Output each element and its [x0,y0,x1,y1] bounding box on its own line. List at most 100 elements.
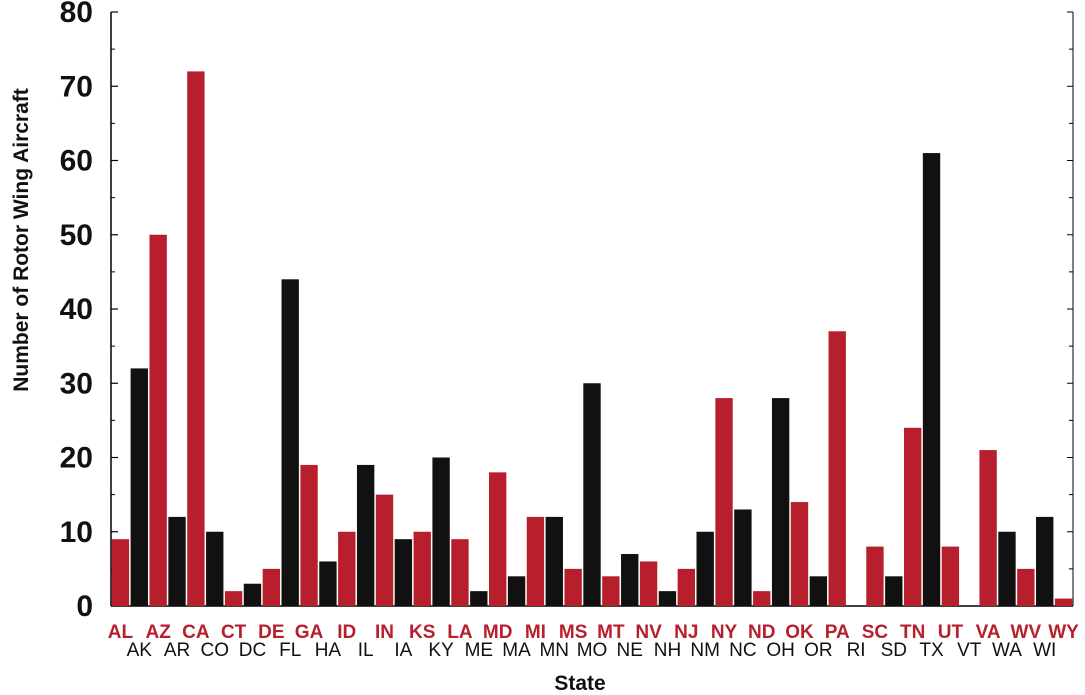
x-tick-label-ne: NE [617,640,643,661]
bar-ne [621,554,639,606]
bar-dc [243,583,262,606]
bar-ia [394,539,413,606]
x-tick-label-mn: MN [539,640,569,661]
bar-pa [828,331,846,606]
bar-ks [413,531,431,606]
bar-sd [885,576,903,606]
bar-la [451,539,469,606]
bar-al [111,539,130,606]
x-tick-label-ok: OK [785,622,814,643]
bar-wi [1036,516,1054,606]
x-tick-label-il: IL [358,640,374,661]
bar-wa [998,531,1016,606]
bar-nh [658,591,677,606]
x-tick-label-dc: DC [239,640,266,661]
x-tick-label-sd: SD [881,640,907,661]
bar-fl [281,279,299,606]
bar-tx [922,153,941,606]
x-tick-label-ma: MA [502,640,531,661]
bar-mt [602,576,620,606]
bar-mo [583,383,601,606]
x-tick-label-sc: SC [862,622,889,643]
x-tick-label-ca: CA [182,622,210,643]
x-tick-label-ct: CT [221,622,247,643]
bar-va [979,450,997,606]
x-tick-label-pa: PA [825,622,850,643]
y-tick-label: 0 [76,590,93,623]
x-tick-label-ha: HA [315,640,342,661]
x-tick-label-tx: TX [919,640,944,661]
x-axis-title: State [554,672,605,695]
bar-ga [300,464,318,606]
y-tick-labels: 0 10 20 30 40 50 60 70 80 [60,0,93,623]
x-tick-label-nc: NC [729,640,756,661]
y-tick-label: 80 [60,0,93,29]
bar-wy [1054,598,1073,606]
x-tick-label-wa: WA [992,640,1022,661]
bar-me [470,591,488,606]
bar-ok [790,502,809,606]
x-tick-label-az: AZ [145,622,171,643]
bar-nj [677,568,695,606]
bar-in [375,494,394,606]
bar-or [809,576,828,606]
bar-ut [941,546,960,606]
x-tick-label-or: OR [804,640,833,661]
bar-ma [507,576,526,606]
bar-az [149,234,167,606]
x-tick-label-ak: AK [127,640,153,661]
x-tick-label-ga: GA [295,622,324,643]
bar-md [489,472,507,606]
y-tick-label: 50 [60,219,93,252]
x-tick-label-id: ID [337,622,356,643]
bar-nc [734,509,752,606]
bar-ny [715,398,733,606]
bar-de [262,568,281,606]
bar-nm [696,531,714,606]
x-tick-label-wi: WI [1033,640,1056,661]
x-tick-label-va: VA [976,622,1001,643]
x-tick-label-nv: NV [635,622,662,643]
bar-ha [319,561,337,606]
bar-ct [224,591,243,606]
x-tick-label-ky: KY [428,640,454,661]
x-tick-label-ut: UT [938,622,964,643]
y-tick-label: 10 [60,516,93,549]
bar-mi [526,516,545,606]
bar-nv [639,561,658,606]
bar-co [206,531,224,606]
x-tick-label-fl: FL [279,640,301,661]
bar-wv [1017,568,1035,606]
bar-ms [564,568,582,606]
x-tick-label-la: LA [447,622,473,643]
bars-group [111,71,1073,606]
y-tick-label: 30 [60,367,93,400]
y-tick-label: 20 [60,442,93,475]
x-tick-label-tn: TN [900,622,925,643]
bar-ak [130,368,148,606]
bar-id [338,531,356,606]
bar-oh [771,398,790,606]
bar-tn [903,427,922,606]
x-tick-label-wv: WV [1011,622,1042,643]
bar-mn [545,516,563,606]
y-axis-title: Number of Rotor Wing Aircraft [10,88,33,392]
y-tick-label: 60 [60,145,93,178]
bar-ky [432,457,450,606]
x-tick-label-mi: MI [525,622,546,643]
bar-il [356,464,375,606]
x-tick-label-ks: KS [409,622,435,643]
x-tick-label-ny: NY [711,622,738,643]
x-tick-label-md: MD [483,622,513,643]
bar-ca [187,71,205,606]
x-tick-label-al: AL [108,622,134,643]
x-tick-label-wy: WY [1048,622,1079,643]
x-tick-label-de: DE [258,622,284,643]
y-tick-label: 40 [60,293,93,326]
x-tick-label-mt: MT [597,622,625,643]
x-tick-label-ia: IA [394,640,412,661]
x-tick-label-nh: NH [654,640,681,661]
x-tick-labels: ALAKAZARCACOCTDCDEFLGAHAIDILINIAKSKYLAME… [108,622,1079,661]
x-tick-label-nd: ND [748,622,775,643]
